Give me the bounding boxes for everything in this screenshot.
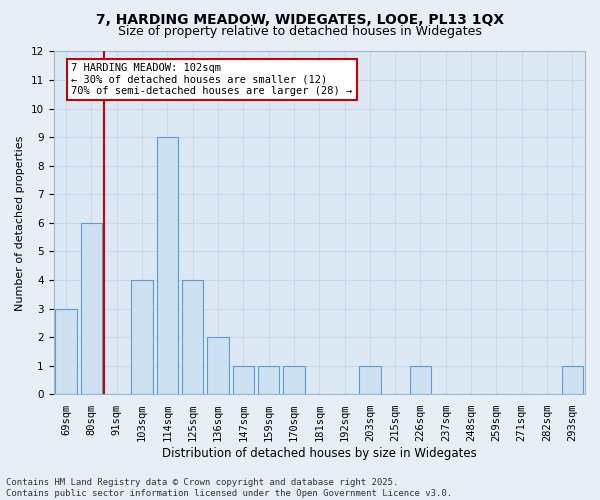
- Bar: [562, 366, 583, 394]
- Bar: [131, 280, 153, 394]
- Text: Contains HM Land Registry data © Crown copyright and database right 2025.
Contai: Contains HM Land Registry data © Crown c…: [6, 478, 452, 498]
- Bar: [157, 137, 178, 394]
- Bar: [182, 280, 203, 394]
- Text: 7, HARDING MEADOW, WIDEGATES, LOOE, PL13 1QX: 7, HARDING MEADOW, WIDEGATES, LOOE, PL13…: [96, 12, 504, 26]
- Bar: [283, 366, 305, 394]
- Bar: [359, 366, 380, 394]
- Bar: [81, 223, 102, 394]
- X-axis label: Distribution of detached houses by size in Widegates: Distribution of detached houses by size …: [162, 447, 476, 460]
- Bar: [233, 366, 254, 394]
- Bar: [55, 308, 77, 394]
- Text: Size of property relative to detached houses in Widegates: Size of property relative to detached ho…: [118, 25, 482, 38]
- Bar: [207, 337, 229, 394]
- Y-axis label: Number of detached properties: Number of detached properties: [15, 135, 25, 310]
- Text: 7 HARDING MEADOW: 102sqm
← 30% of detached houses are smaller (12)
70% of semi-d: 7 HARDING MEADOW: 102sqm ← 30% of detach…: [71, 63, 352, 96]
- Bar: [410, 366, 431, 394]
- Bar: [258, 366, 280, 394]
